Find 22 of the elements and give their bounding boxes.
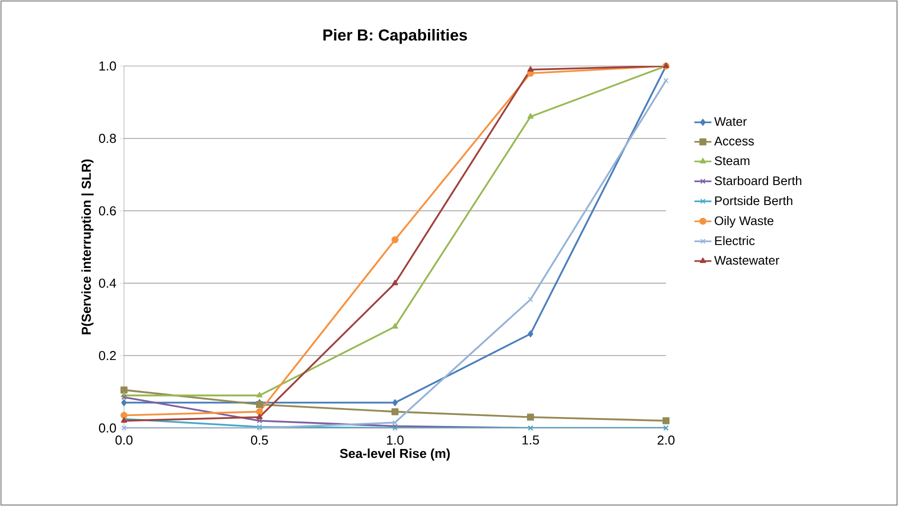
chart-title: Pier B: Capabilities	[323, 28, 467, 44]
legend-label: Wastewater	[714, 256, 780, 265]
y-tick-label: 0.8	[98, 134, 116, 143]
legend-label: Steam	[714, 156, 750, 166]
y-tick-label: 0.2	[98, 351, 116, 360]
y-tick-label: 1.0	[99, 61, 116, 71]
legend-label: Oily Waste	[714, 216, 774, 228]
x-tick-label: 1.0	[386, 436, 404, 445]
x-axis-title: Sea-level Rise (m)	[340, 448, 450, 461]
x-tick-label: 0.0	[116, 436, 133, 445]
legend-label: Access	[714, 136, 754, 146]
legend-label: Water	[714, 117, 747, 126]
legend-label: Starboard Berth	[714, 176, 802, 186]
x-tick-label: 1.5	[522, 436, 539, 445]
y-tick-label: 0.6	[98, 206, 116, 216]
y-tick-label: 0.4	[98, 278, 116, 288]
legend-label: Electric	[715, 236, 755, 246]
x-tick-label: 2.0	[658, 436, 675, 445]
x-tick-label: 0.5	[251, 436, 268, 445]
legend-label: Portside Berth	[715, 196, 792, 206]
y-axis-title: P(Service interruption | SLR)	[81, 159, 94, 334]
y-tick-label: 0.0	[98, 423, 116, 433]
